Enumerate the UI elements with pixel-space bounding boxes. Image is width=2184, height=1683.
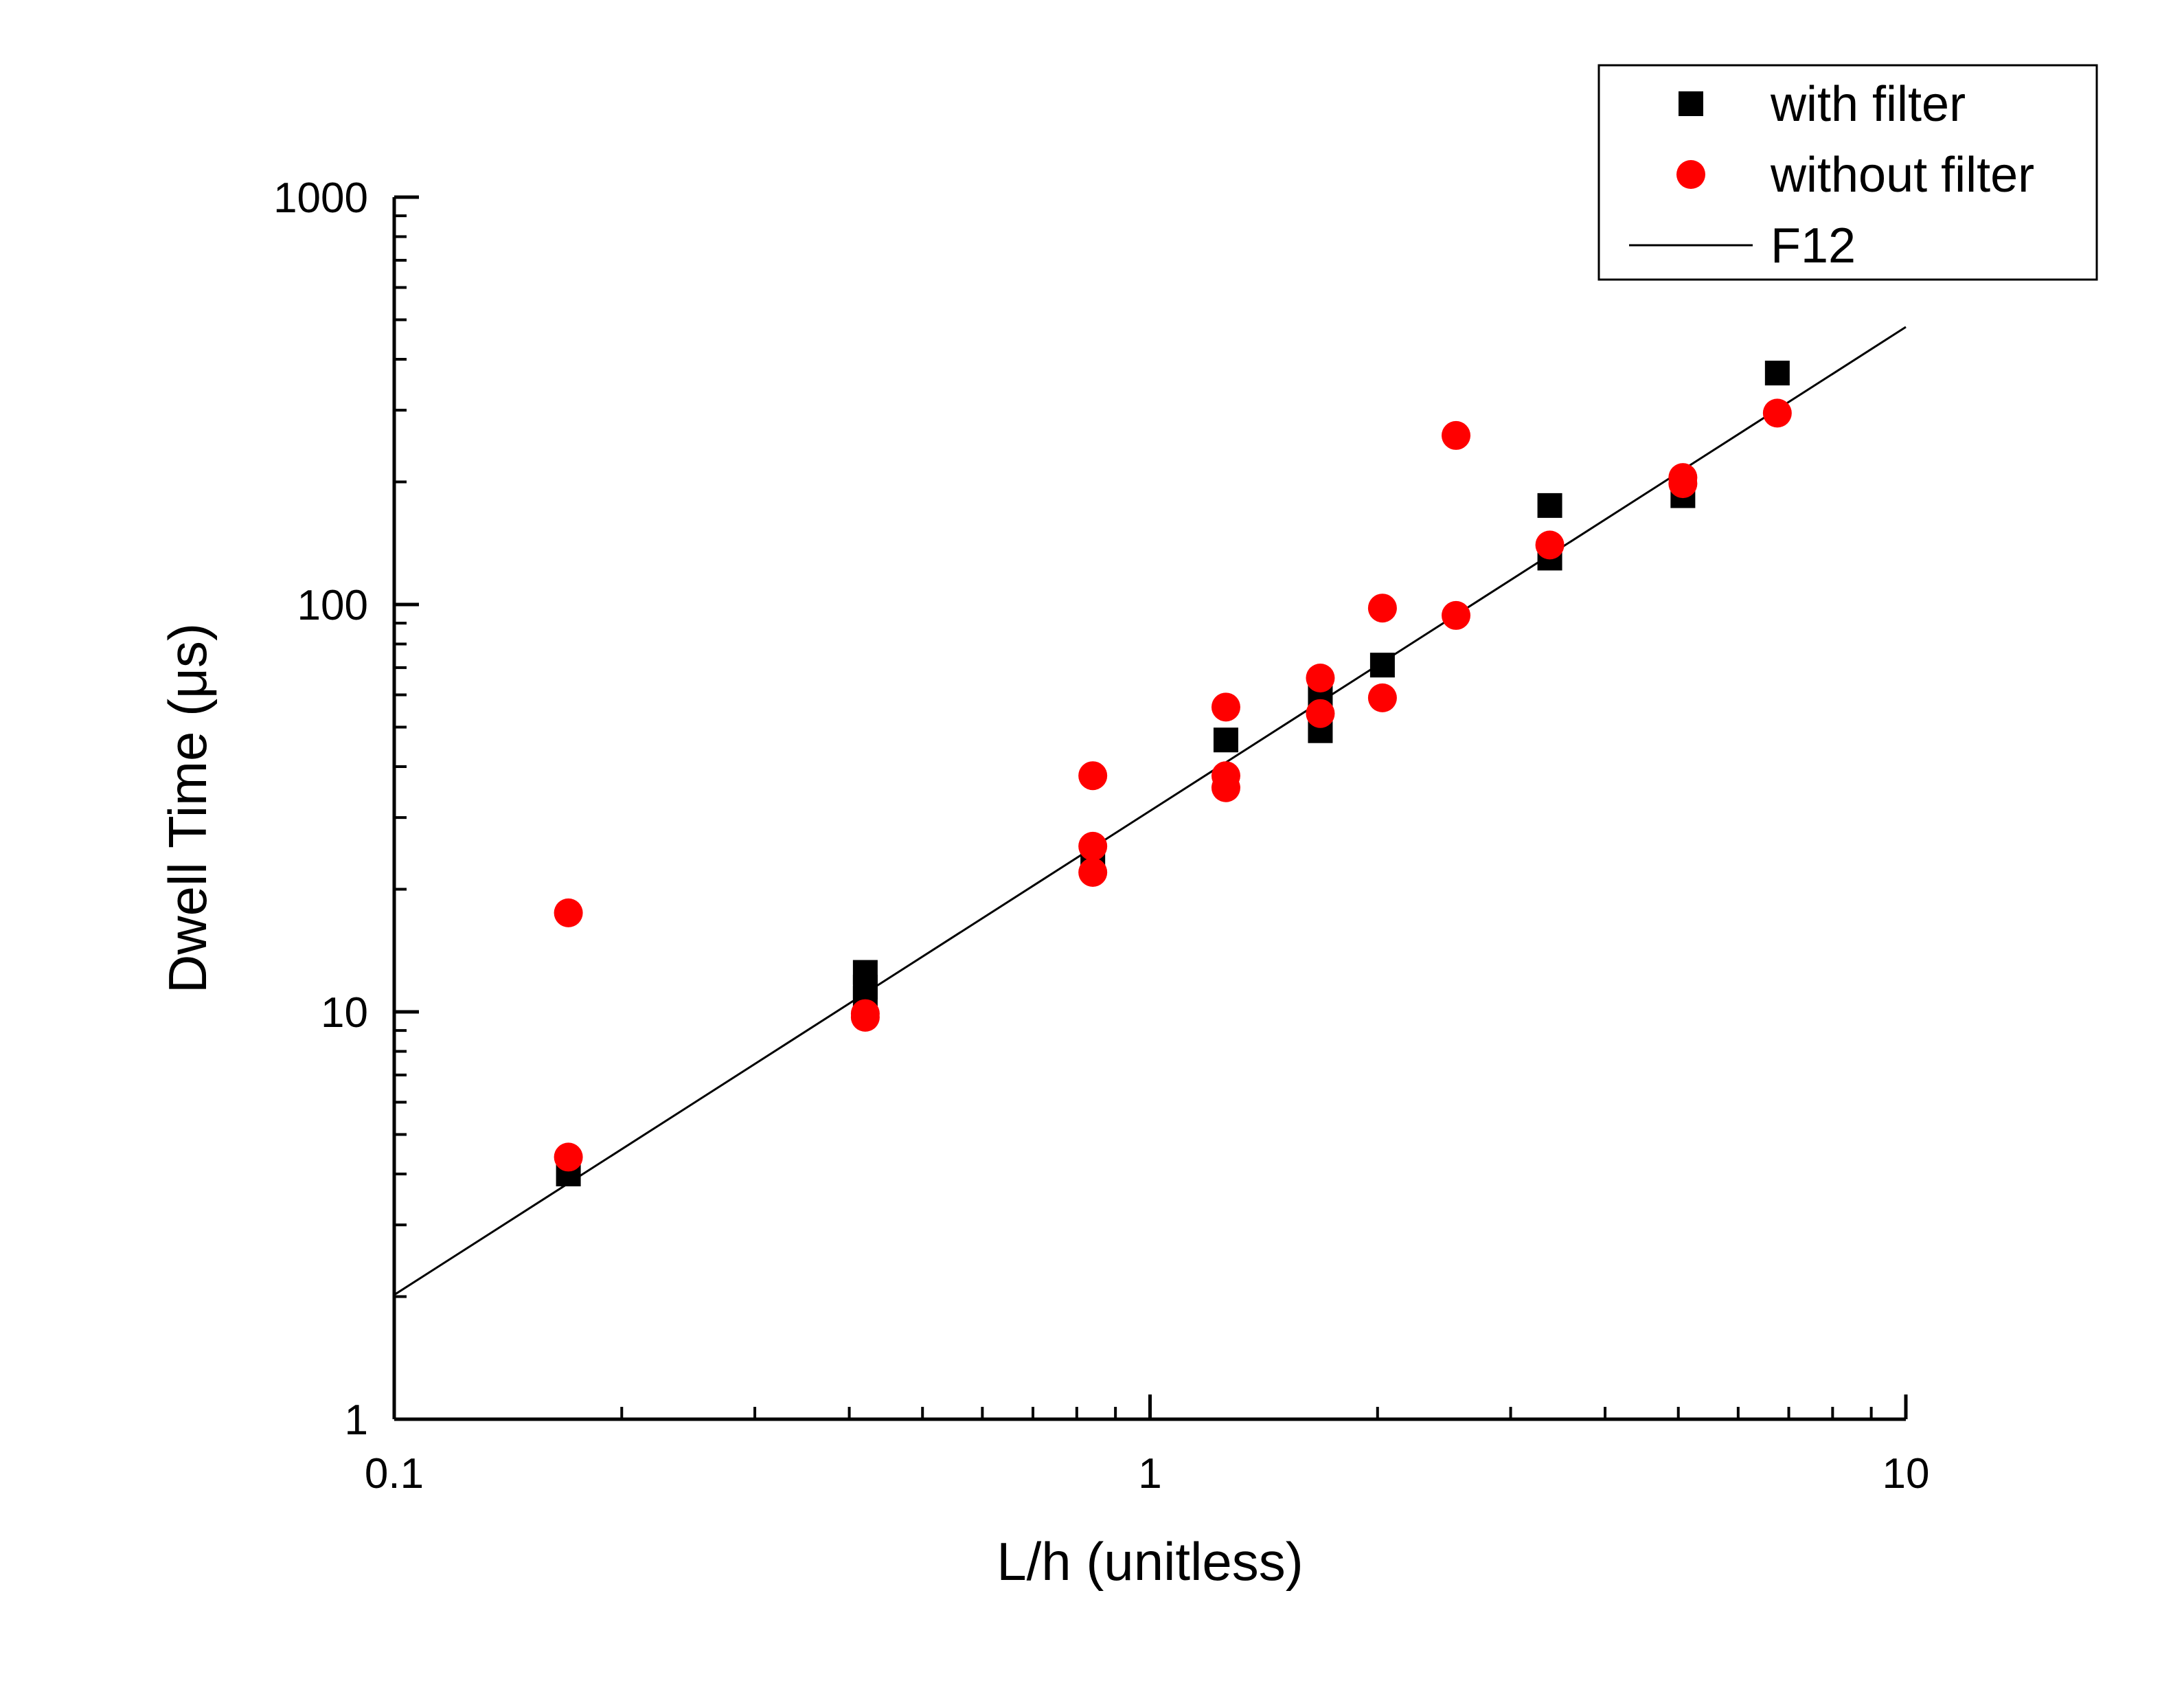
point-without-filter — [1442, 600, 1471, 630]
point-without-filter — [1078, 857, 1108, 887]
point-without-filter — [1535, 530, 1565, 560]
y-tick-label: 10 — [321, 989, 368, 1037]
legend-label: F12 — [1771, 218, 1856, 273]
y-tick-label: 1 — [345, 1397, 368, 1444]
axes: 0.1 1 10 1 10 100 1000 — [273, 174, 1929, 1498]
data-points — [554, 361, 1792, 1186]
point-without-filter — [1306, 699, 1335, 728]
legend-label: without filter — [1770, 148, 2034, 203]
point-without-filter — [1668, 469, 1698, 499]
legend-symbol-with-filter — [1679, 91, 1703, 116]
point-without-filter — [1078, 831, 1108, 861]
point-without-filter — [554, 1142, 583, 1172]
y-axis-title: Dwell Time (μs) — [157, 623, 218, 993]
point-with-filter — [1369, 653, 1395, 678]
point-with-filter — [1537, 493, 1562, 518]
point-without-filter — [554, 898, 583, 927]
point-with-filter — [1213, 727, 1238, 753]
fit-line-layer — [394, 326, 1907, 1296]
fit-line-f12 — [394, 326, 1907, 1296]
point-with-filter — [1764, 361, 1790, 386]
legend: with filter without filter F12 — [1597, 64, 2098, 281]
point-without-filter — [1442, 420, 1471, 450]
x-tick-label: 10 — [1882, 1450, 1930, 1498]
x-tick-label: 1 — [1138, 1450, 1161, 1498]
legend-label: with filter — [1770, 77, 1966, 132]
point-without-filter — [1306, 664, 1335, 693]
legend-symbol-without-filter — [1676, 160, 1705, 189]
point-without-filter — [1762, 398, 1792, 428]
point-without-filter — [1211, 773, 1240, 802]
x-tick-label: 0.1 — [365, 1450, 424, 1498]
point-without-filter — [850, 999, 880, 1028]
y-tick-label: 100 — [297, 582, 368, 629]
y-tick-label: 1000 — [273, 174, 368, 222]
x-axis-title: L/h (unitless) — [997, 1531, 1304, 1592]
point-without-filter — [1078, 761, 1108, 791]
point-without-filter — [1367, 594, 1397, 623]
point-without-filter — [1211, 692, 1240, 722]
point-without-filter — [1367, 683, 1397, 712]
